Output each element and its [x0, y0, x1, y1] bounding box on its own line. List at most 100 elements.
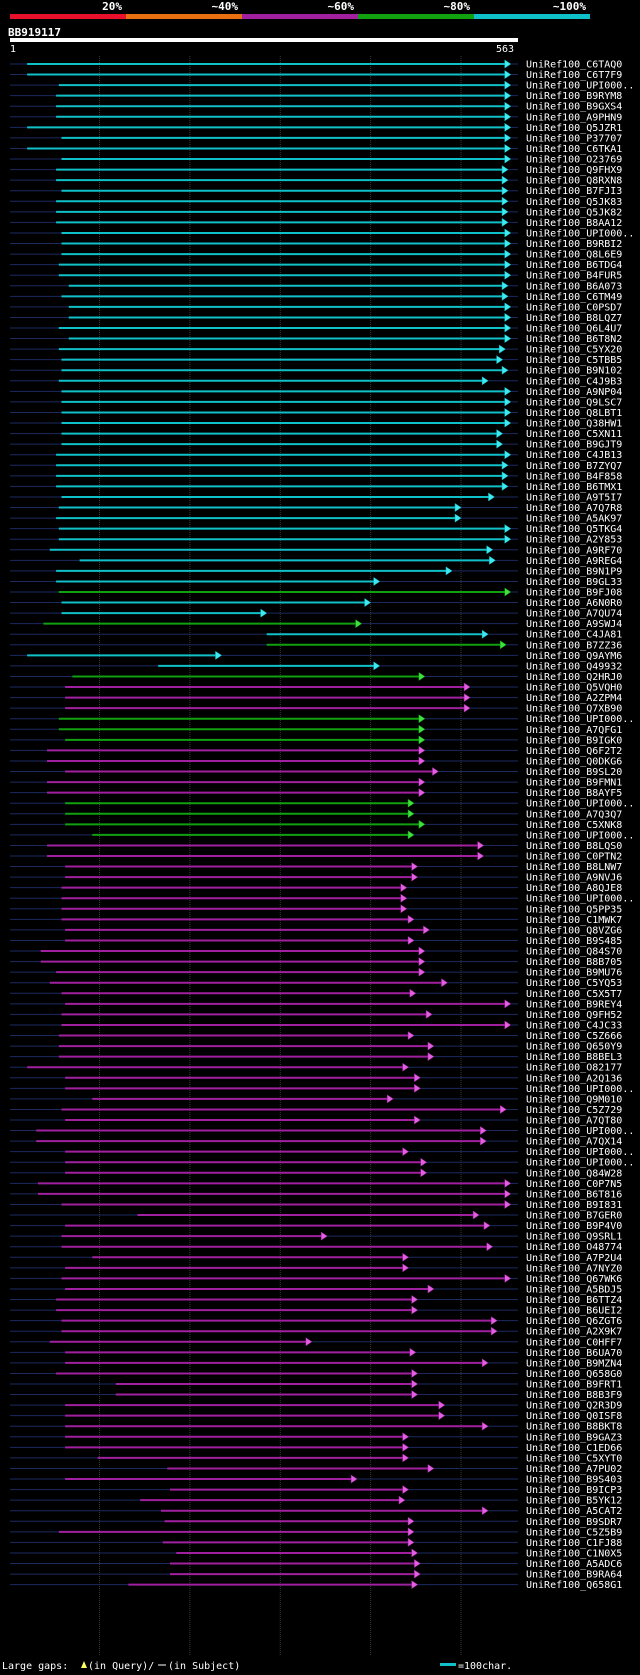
hit-label[interactable]: UniRef100_A2Q136 [526, 1073, 622, 1084]
hit-row[interactable]: UniRef100_A7Q3Q7 [10, 809, 622, 820]
hit-row[interactable]: UniRef100_Q67WK6 [10, 1274, 622, 1285]
hit-row[interactable]: UniRef100_O23769 [10, 155, 622, 166]
hit-label[interactable]: UniRef100_C1FJ88 [526, 1538, 622, 1549]
hit-label[interactable]: UniRef100_B8BEL3 [526, 1052, 622, 1063]
hit-row[interactable]: UniRef100_A7QT80 [10, 1116, 622, 1127]
hit-label[interactable]: UniRef100_B9N1P9 [526, 566, 622, 577]
hit-label[interactable]: UniRef100_Q9SRL1 [526, 1232, 622, 1243]
hit-row[interactable]: UniRef100_Q0ISF8 [10, 1411, 622, 1422]
hit-label[interactable]: UniRef100_C1N0X5 [526, 1548, 622, 1559]
hit-row[interactable]: UniRef100_Q6L4U7 [10, 324, 622, 335]
hit-row[interactable]: UniRef100_B8BKT8 [10, 1422, 622, 1433]
hit-label[interactable]: UniRef100_B9S403 [526, 1475, 622, 1486]
hit-row[interactable]: UniRef100_A9PHN9 [10, 112, 622, 123]
hit-row[interactable]: UniRef100_Q8L6E9 [10, 250, 622, 261]
hit-row[interactable]: UniRef100_Q8VZG6 [10, 925, 622, 936]
hit-label[interactable]: UniRef100_Q5JK83 [526, 197, 622, 208]
hit-row[interactable]: UniRef100_C5X5T7 [10, 989, 622, 1000]
hit-label[interactable]: UniRef100_P37707 [526, 133, 622, 144]
hit-label[interactable]: UniRef100_Q5JZR1 [526, 123, 622, 134]
hit-label[interactable]: UniRef100_B9MU76 [526, 968, 622, 979]
hit-row[interactable]: UniRef100_A5BDJ5 [10, 1284, 622, 1295]
hit-label[interactable]: UniRef100_Q9FH52 [526, 1010, 622, 1021]
hit-row[interactable]: UniRef100_C6TKA1 [10, 144, 622, 155]
hit-row[interactable]: UniRef100_Q8RXN8 [10, 176, 622, 187]
hit-label[interactable]: UniRef100_B8AA12 [526, 218, 622, 229]
hit-label[interactable]: UniRef100_A7NYZ0 [526, 1263, 622, 1274]
hit-label[interactable]: UniRef100_B6T816 [526, 1189, 622, 1200]
hit-row[interactable]: UniRef100_C1MWK7 [10, 915, 622, 926]
hit-row[interactable]: UniRef100_B6UEI2 [10, 1306, 622, 1317]
hit-label[interactable]: UniRef100_B8LNW7 [526, 862, 622, 873]
hit-label[interactable]: UniRef100_B8B705 [526, 957, 622, 968]
hit-label[interactable]: UniRef100_C5XN11 [526, 429, 622, 440]
hit-row[interactable]: UniRef100_A2ZPM4 [10, 693, 622, 704]
hit-label[interactable]: UniRef100_B9IGK0 [526, 735, 622, 746]
hit-label[interactable]: UniRef100_UPI000.. [526, 1126, 634, 1137]
hit-row[interactable]: UniRef100_B9N102 [10, 366, 622, 377]
hit-row[interactable]: UniRef100_C4JB13 [10, 450, 622, 461]
hit-row[interactable]: UniRef100_UPI000.. [10, 228, 634, 239]
hit-label[interactable]: UniRef100_B9ICP3 [526, 1485, 622, 1496]
hit-label[interactable]: UniRef100_C5YX20 [526, 345, 622, 356]
hit-row[interactable]: UniRef100_B9N1P9 [10, 566, 622, 577]
hit-row[interactable]: UniRef100_Q84W28 [10, 1168, 622, 1179]
hit-label[interactable]: UniRef100_C6TKA1 [526, 144, 622, 155]
hit-row[interactable]: UniRef100_B6T816 [10, 1189, 622, 1200]
hit-label[interactable]: UniRef100_A2ZPM4 [526, 693, 622, 704]
hit-row[interactable]: UniRef100_B9GXS4 [10, 102, 622, 113]
hit-label[interactable]: UniRef100_B9GL33 [526, 577, 622, 588]
hit-label[interactable]: UniRef100_B9RA64 [526, 1570, 622, 1581]
hit-label[interactable]: UniRef100_C0P7N5 [526, 1179, 622, 1190]
hit-row[interactable]: UniRef100_B9REY4 [10, 999, 622, 1010]
hit-label[interactable]: UniRef100_B7ZYQ7 [526, 461, 622, 472]
hit-row[interactable]: UniRef100_B8LNW7 [10, 862, 622, 873]
hit-label[interactable]: UniRef100_UPI000.. [526, 894, 634, 905]
hit-row[interactable]: UniRef100_B9FRT1 [10, 1380, 622, 1391]
hit-label[interactable]: UniRef100_B9REY4 [526, 999, 622, 1010]
hit-row[interactable]: UniRef100_A6N0R0 [10, 598, 622, 609]
hit-row[interactable]: UniRef100_UPI000.. [10, 81, 634, 92]
hit-row[interactable]: UniRef100_B8LQZ7 [10, 313, 622, 324]
hit-label[interactable]: UniRef100_A5AK97 [526, 514, 622, 525]
hit-label[interactable]: UniRef100_A5CAT2 [526, 1506, 622, 1517]
hit-label[interactable]: UniRef100_O82177 [526, 1063, 622, 1074]
hit-label[interactable]: UniRef100_Q38HW1 [526, 419, 622, 430]
hit-row[interactable]: UniRef100_Q9M010 [10, 1094, 622, 1105]
hit-label[interactable]: UniRef100_A7QT80 [526, 1116, 622, 1127]
hit-row[interactable]: UniRef100_C5XN11 [10, 429, 622, 440]
hit-row[interactable]: UniRef100_Q5TKG4 [10, 524, 622, 535]
hit-label[interactable]: UniRef100_UPI000.. [526, 830, 634, 841]
hit-label[interactable]: UniRef100_Q2R3D9 [526, 1401, 622, 1412]
hit-label[interactable]: UniRef100_A5BDJ5 [526, 1284, 622, 1295]
hit-label[interactable]: UniRef100_Q5TKG4 [526, 524, 622, 535]
hit-row[interactable]: UniRef100_B8BEL3 [10, 1052, 622, 1063]
hit-row[interactable]: UniRef100_Q2R3D9 [10, 1401, 622, 1412]
hit-label[interactable]: UniRef100_A7QU74 [526, 609, 622, 620]
hit-label[interactable]: UniRef100_B5YK12 [526, 1496, 622, 1507]
hit-row[interactable]: UniRef100_Q6F2T2 [10, 746, 622, 757]
hit-label[interactable]: UniRef100_B6UEI2 [526, 1306, 622, 1317]
hit-row[interactable]: UniRef100_Q9AYM6 [10, 651, 622, 662]
hit-row[interactable]: UniRef100_Q7XB90 [10, 704, 622, 715]
hit-label[interactable]: UniRef100_B8BKT8 [526, 1422, 622, 1433]
hit-row[interactable]: UniRef100_C0HFF7 [10, 1337, 622, 1348]
hit-label[interactable]: UniRef100_A9SWJ4 [526, 619, 622, 630]
hit-row[interactable]: UniRef100_C1FJ88 [10, 1538, 622, 1549]
hit-row[interactable]: UniRef100_B9FMN1 [10, 778, 622, 789]
hit-row[interactable]: UniRef100_B9SDR7 [10, 1517, 622, 1528]
hit-label[interactable]: UniRef100_C0PTN2 [526, 852, 622, 863]
hit-label[interactable]: UniRef100_UPI000.. [526, 1084, 634, 1095]
hit-label[interactable]: UniRef100_Q7XB90 [526, 704, 622, 715]
hit-row[interactable]: UniRef100_C6TAQ0 [10, 60, 622, 71]
hit-row[interactable]: UniRef100_A9NP04 [10, 387, 622, 398]
hit-row[interactable]: UniRef100_Q658G1 [10, 1580, 622, 1591]
hit-label[interactable]: UniRef100_Q9M010 [526, 1094, 622, 1105]
hit-row[interactable]: UniRef100_B4FUR5 [10, 271, 622, 282]
hit-row[interactable]: UniRef100_B6TMX1 [10, 482, 622, 493]
hit-label[interactable]: UniRef100_B6TMX1 [526, 482, 622, 493]
hit-row[interactable]: UniRef100_C5XYT0 [10, 1453, 622, 1464]
hit-label[interactable]: UniRef100_Q9FHX9 [526, 165, 622, 176]
hit-label[interactable]: UniRef100_Q650Y9 [526, 1042, 622, 1053]
hit-row[interactable]: UniRef100_Q9FH52 [10, 1010, 622, 1021]
